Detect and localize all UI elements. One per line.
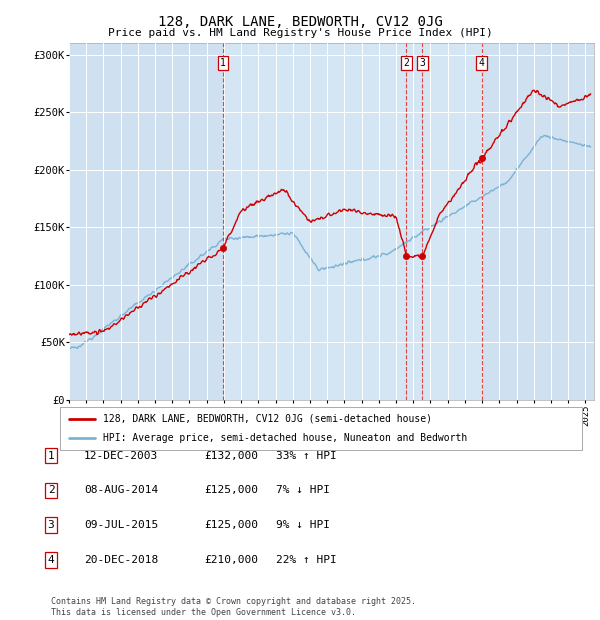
Text: 7% ↓ HPI: 7% ↓ HPI xyxy=(276,485,330,495)
Text: 12-DEC-2003: 12-DEC-2003 xyxy=(84,451,158,461)
Text: 22% ↑ HPI: 22% ↑ HPI xyxy=(276,555,337,565)
Text: 2: 2 xyxy=(47,485,55,495)
Text: 09-JUL-2015: 09-JUL-2015 xyxy=(84,520,158,530)
Text: HPI: Average price, semi-detached house, Nuneaton and Bedworth: HPI: Average price, semi-detached house,… xyxy=(103,433,467,443)
Text: Contains HM Land Registry data © Crown copyright and database right 2025.
This d: Contains HM Land Registry data © Crown c… xyxy=(51,598,416,617)
Text: £132,000: £132,000 xyxy=(204,451,258,461)
Text: 9% ↓ HPI: 9% ↓ HPI xyxy=(276,520,330,530)
Text: 08-AUG-2014: 08-AUG-2014 xyxy=(84,485,158,495)
Text: 2: 2 xyxy=(403,58,409,68)
Text: £210,000: £210,000 xyxy=(204,555,258,565)
Text: Price paid vs. HM Land Registry's House Price Index (HPI): Price paid vs. HM Land Registry's House … xyxy=(107,28,493,38)
Bar xyxy=(223,43,482,400)
Text: £125,000: £125,000 xyxy=(204,520,258,530)
Text: 4: 4 xyxy=(479,58,485,68)
Text: 33% ↑ HPI: 33% ↑ HPI xyxy=(276,451,337,461)
Text: 3: 3 xyxy=(47,520,55,530)
Text: £125,000: £125,000 xyxy=(204,485,258,495)
Text: 128, DARK LANE, BEDWORTH, CV12 0JG: 128, DARK LANE, BEDWORTH, CV12 0JG xyxy=(158,16,442,30)
Text: 3: 3 xyxy=(419,58,425,68)
Text: 4: 4 xyxy=(47,555,55,565)
Text: 1: 1 xyxy=(47,451,55,461)
Text: 1: 1 xyxy=(220,58,226,68)
Text: 128, DARK LANE, BEDWORTH, CV12 0JG (semi-detached house): 128, DARK LANE, BEDWORTH, CV12 0JG (semi… xyxy=(103,414,432,423)
Text: 20-DEC-2018: 20-DEC-2018 xyxy=(84,555,158,565)
